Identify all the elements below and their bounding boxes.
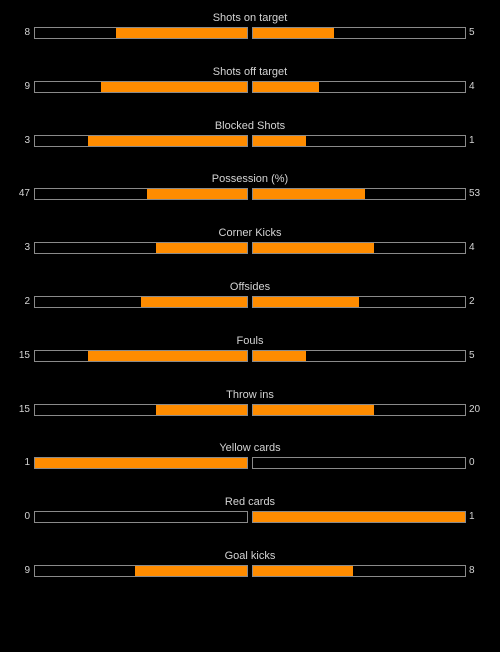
home-value: 15 (18, 403, 30, 415)
home-bar-fill (88, 350, 247, 361)
away-bar-fill (253, 189, 366, 200)
home-bar (34, 349, 248, 362)
home-bar (34, 295, 248, 308)
away-bar (252, 242, 466, 255)
away-bar (252, 457, 466, 470)
away-bar-fill (253, 404, 374, 415)
home-value: 2 (24, 295, 30, 307)
away-bar-fill (253, 243, 374, 254)
stat-label: Yellow cards (219, 442, 281, 455)
home-bar-fill (88, 135, 247, 146)
stat-label: Throw ins (226, 388, 274, 401)
away-bar-fill (253, 28, 334, 38)
away-value: 53 (469, 188, 481, 200)
home-bar-fill (100, 81, 247, 92)
home-bar (34, 564, 248, 577)
away-bar (252, 564, 466, 577)
stat-label: Possession (%) (211, 173, 289, 186)
away-bar (252, 295, 466, 308)
stat-row: Throw ins 15 20 (0, 388, 500, 442)
away-bar (252, 349, 466, 362)
home-bar (34, 188, 248, 201)
stat-row: Possession (%) 47 53 (0, 172, 500, 226)
away-bar (252, 27, 466, 39)
match-statistics: Shots on target 8 5 Shots off target 9 4 Block… (0, 11, 500, 603)
stat-label: Goal kicks (224, 549, 276, 562)
away-value: 1 (469, 134, 475, 146)
away-value: 20 (469, 403, 481, 415)
away-bar (252, 80, 466, 93)
home-bar-fill (141, 296, 247, 307)
home-bar (34, 27, 248, 39)
stat-row: Blocked Shots 3 1 (0, 119, 500, 173)
home-bar (34, 457, 248, 470)
stat-row: Shots off target 9 4 (0, 65, 500, 119)
stat-label: Blocked Shots (214, 119, 286, 132)
away-value: 4 (469, 80, 475, 92)
home-bar-fill (134, 565, 247, 576)
home-value: 1 (24, 457, 30, 469)
stat-row: Fouls 15 5 (0, 334, 500, 388)
away-bar-fill (253, 296, 359, 307)
home-bar (34, 242, 248, 255)
stat-label: Fouls (236, 334, 264, 347)
stat-label: Corner Kicks (218, 227, 282, 240)
away-value: 5 (469, 27, 475, 38)
stat-row: Shots on target 8 5 (0, 11, 500, 65)
stat-row: Yellow cards 1 0 (0, 441, 500, 495)
stat-row: Corner Kicks 3 4 (0, 226, 500, 280)
away-bar-fill (253, 565, 353, 576)
stat-label: Red cards (224, 496, 276, 509)
home-value: 3 (24, 242, 30, 254)
home-value: 3 (24, 134, 30, 146)
away-bar (252, 134, 466, 147)
home-value: 15 (18, 349, 30, 361)
away-value: 5 (469, 349, 475, 361)
home-value: 9 (24, 80, 30, 92)
away-value: 0 (469, 457, 475, 469)
home-value: 0 (24, 511, 30, 523)
stat-row: Goal kicks 9 8 (0, 549, 500, 603)
stat-row: Offsides 2 2 (0, 280, 500, 334)
home-value: 47 (18, 188, 30, 200)
away-value: 8 (469, 564, 475, 576)
home-bar-fill (115, 28, 247, 38)
home-bar (34, 80, 248, 93)
away-bar-fill (253, 350, 306, 361)
home-bar (34, 511, 248, 524)
home-value: 9 (24, 564, 30, 576)
away-value: 2 (469, 295, 475, 307)
away-bar (252, 403, 466, 416)
away-value: 1 (469, 511, 475, 523)
stat-label: Shots off target (212, 65, 288, 78)
stat-label: Shots on target (212, 12, 288, 24)
home-bar (34, 403, 248, 416)
stat-row: Red cards 0 1 (0, 495, 500, 549)
away-bar (252, 511, 466, 524)
home-bar-fill (155, 404, 247, 415)
home-bar-fill (147, 189, 247, 200)
away-value: 4 (469, 242, 475, 254)
away-bar-fill (253, 81, 319, 92)
home-bar (34, 134, 248, 147)
away-bar-fill (253, 512, 465, 523)
away-bar-fill (253, 135, 306, 146)
stat-label: Offsides (229, 280, 271, 293)
home-bar-fill (35, 458, 247, 469)
away-bar (252, 188, 466, 201)
home-value: 8 (24, 27, 30, 38)
home-bar-fill (155, 243, 247, 254)
